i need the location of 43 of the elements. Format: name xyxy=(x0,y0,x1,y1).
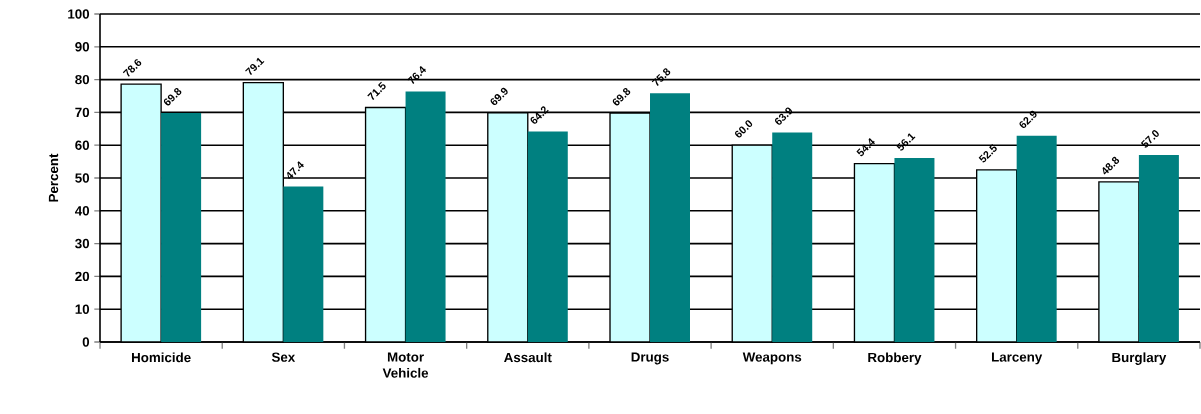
y-tick-label: 90 xyxy=(75,42,90,52)
data-label: 62.9 xyxy=(1019,110,1037,129)
data-label: 64.2 xyxy=(530,106,549,124)
y-tick-label: 100 xyxy=(68,9,90,19)
y-tick-label: 30 xyxy=(75,238,90,249)
x-tick-label: Assault xyxy=(504,352,552,363)
x-tick-label: Sex xyxy=(271,352,296,362)
data-label: 76.4 xyxy=(407,65,427,84)
bar xyxy=(527,131,568,342)
y-tick-label: 50 xyxy=(75,173,90,183)
data-label: 78.6 xyxy=(122,59,142,77)
y-tick-label: 40 xyxy=(74,206,90,216)
x-tick-label: Robbery xyxy=(868,352,922,365)
bar xyxy=(283,186,324,342)
y-tick-label: 80 xyxy=(75,74,90,85)
data-label: 63.9 xyxy=(774,107,793,125)
y-tick-label: 0 xyxy=(82,337,90,347)
data-label: 69.8 xyxy=(163,87,182,106)
bar xyxy=(161,113,202,342)
data-label: 60.0 xyxy=(735,120,753,138)
y-tick-label: 10 xyxy=(75,304,90,314)
x-tick-label: Larceny xyxy=(992,352,1043,365)
data-label: 47.4 xyxy=(287,161,304,180)
y-axis-title: Percent xyxy=(48,153,59,202)
x-tick-label: Drugs xyxy=(631,352,669,365)
data-label: 71.5 xyxy=(367,81,386,101)
y-tick-label: 70 xyxy=(75,107,90,118)
x-tick-label: Weapons xyxy=(742,352,802,365)
y-tick-label: 20 xyxy=(75,271,90,282)
x-tick-label: Motor Vehicle xyxy=(382,352,429,378)
x-tick-label: Burglary xyxy=(1112,352,1167,365)
x-tick-label: Homicide xyxy=(132,352,191,363)
bar xyxy=(650,93,690,342)
y-tick-label: 60 xyxy=(75,140,90,150)
data-label: 57.0 xyxy=(1140,130,1159,148)
bar xyxy=(894,157,935,342)
bar xyxy=(1016,135,1057,342)
bar xyxy=(405,91,446,342)
data-label: 69.9 xyxy=(490,87,508,106)
bar xyxy=(1138,155,1179,342)
data-label: 69.8 xyxy=(612,87,631,106)
bar xyxy=(772,132,813,342)
data-label: 79.1 xyxy=(245,57,265,76)
